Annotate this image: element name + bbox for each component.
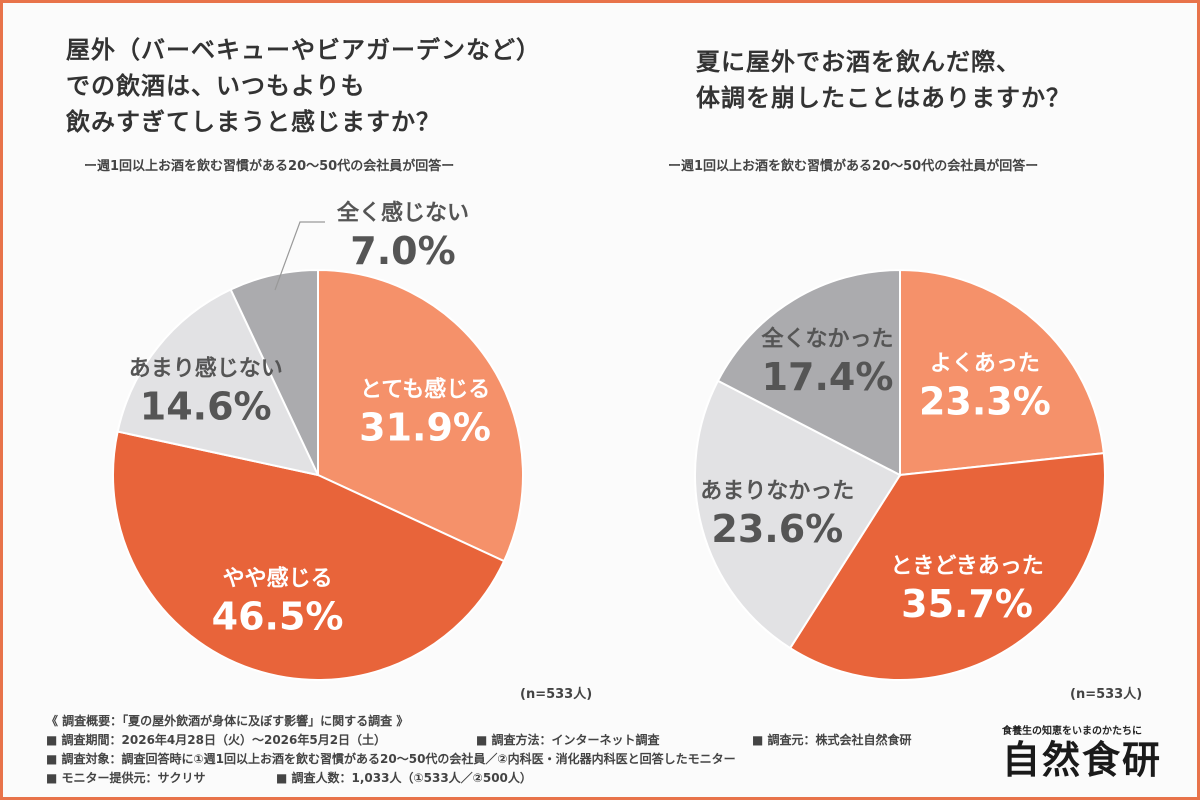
title-line: 屋外（バーベキューやビアガーデンなど） (66, 36, 541, 64)
logo-tagline: 食養生の知恵をいまのかたちに (1002, 726, 1142, 737)
slice-percent-label: 46.5% (212, 595, 344, 639)
pie-slice (899, 268, 1105, 477)
slice-category-label: ときどきあった (890, 554, 1043, 579)
survey-count: ■ 調査人数：1,033人（①533人／②500人） (276, 771, 532, 785)
slice-category-label: あまり感じない (129, 356, 283, 382)
slice-percent-label: 14.6% (140, 385, 272, 429)
pie-slice (788, 452, 1106, 681)
title-line: 体調を崩したことはありますか？ (696, 84, 1071, 112)
slice-category-label: とても感じる (360, 377, 490, 403)
slice-percent-label: 35.7% (901, 582, 1033, 626)
pie-slice (716, 268, 901, 477)
survey-heading: 《 調査概要：「夏の屋外飲酒が身体に及ぼす影響」に関する調査 》 (46, 714, 409, 728)
slice-percent-label: 7.0% (350, 229, 455, 273)
pie-slice (112, 430, 506, 681)
slice-category-label: 全く感じない (336, 200, 469, 226)
pie-slice (116, 288, 320, 477)
survey-method: ■ 調査方法：インターネット調査 (476, 733, 660, 747)
slice-category-label: やや感じる (223, 566, 333, 592)
survey-period: ■ 調査期間：2026年4月28日（火）〜2026年5月2日（土） (46, 733, 387, 747)
slice-percent-label: 31.9% (359, 406, 491, 450)
pie-slice (694, 379, 902, 650)
left-chart-title: 屋外（バーベキューやビアガーデンなど） での飲酒は、いつもよりも 飲みすぎてしま… (66, 32, 541, 140)
left-pie-chart: とても感じる 31.9% やや感じる 46.5% あまり感じない 14.6% 全く感じない 7… (112, 200, 524, 681)
leader-line (274, 221, 325, 291)
title-line: での飲酒は、いつもよりも (66, 72, 366, 100)
survey-overview: 《 調査概要：「夏の屋外飲酒が身体に及ぼす影響」に関する調査 》 ■ 調査期間：… (46, 712, 946, 788)
slice-category-label: あまりなかった (700, 479, 854, 504)
left-sample-size: (n=533人) (520, 687, 593, 702)
right-pie-chart: よくあった 23.3% ときどきあった 35.7% あまりなかった 23.6% 全くなかった… (694, 268, 1106, 681)
left-chart-subtitle: ー週1回以上お酒を飲む習慣がある20〜50代の会社員が回答ー (84, 159, 455, 174)
slice-category-label: よくあった (930, 352, 1040, 377)
company-logo: 食養生の知恵をいまのかたちに 自然食研 (1002, 722, 1162, 783)
logo-name: 自然食研 (1002, 737, 1163, 782)
pie-slice (317, 268, 524, 563)
slice-percent-label: 23.6% (711, 507, 843, 551)
right-chart-title: 夏に屋外でお酒を飲んだ際、 体調を崩したことはありますか？ (696, 44, 1071, 116)
slice-category-label: 全くなかった (760, 326, 893, 352)
survey-target: ■ 調査対象：調査回答時に①週1回以上お酒を飲む習慣がある20〜50代の会社員／… (46, 752, 736, 766)
slice-percent-label: 23.3% (919, 380, 1051, 424)
pie-slice (229, 268, 319, 476)
slice-percent-label: 17.4% (762, 355, 894, 399)
title-line: 飲みすぎてしまうと感じますか？ (66, 108, 441, 136)
survey-source: ■ 調査元：株式会社自然食研 (752, 733, 912, 747)
right-sample-size: (n=533人) (1070, 687, 1143, 702)
survey-monitor: ■ モニター提供元：サクリサ (46, 771, 206, 785)
right-chart-subtitle: ー週1回以上お酒を飲む習慣がある20〜50代の会社員が回答ー (668, 159, 1039, 174)
title-line: 夏に屋外でお酒を飲んだ際、 (696, 48, 1021, 76)
